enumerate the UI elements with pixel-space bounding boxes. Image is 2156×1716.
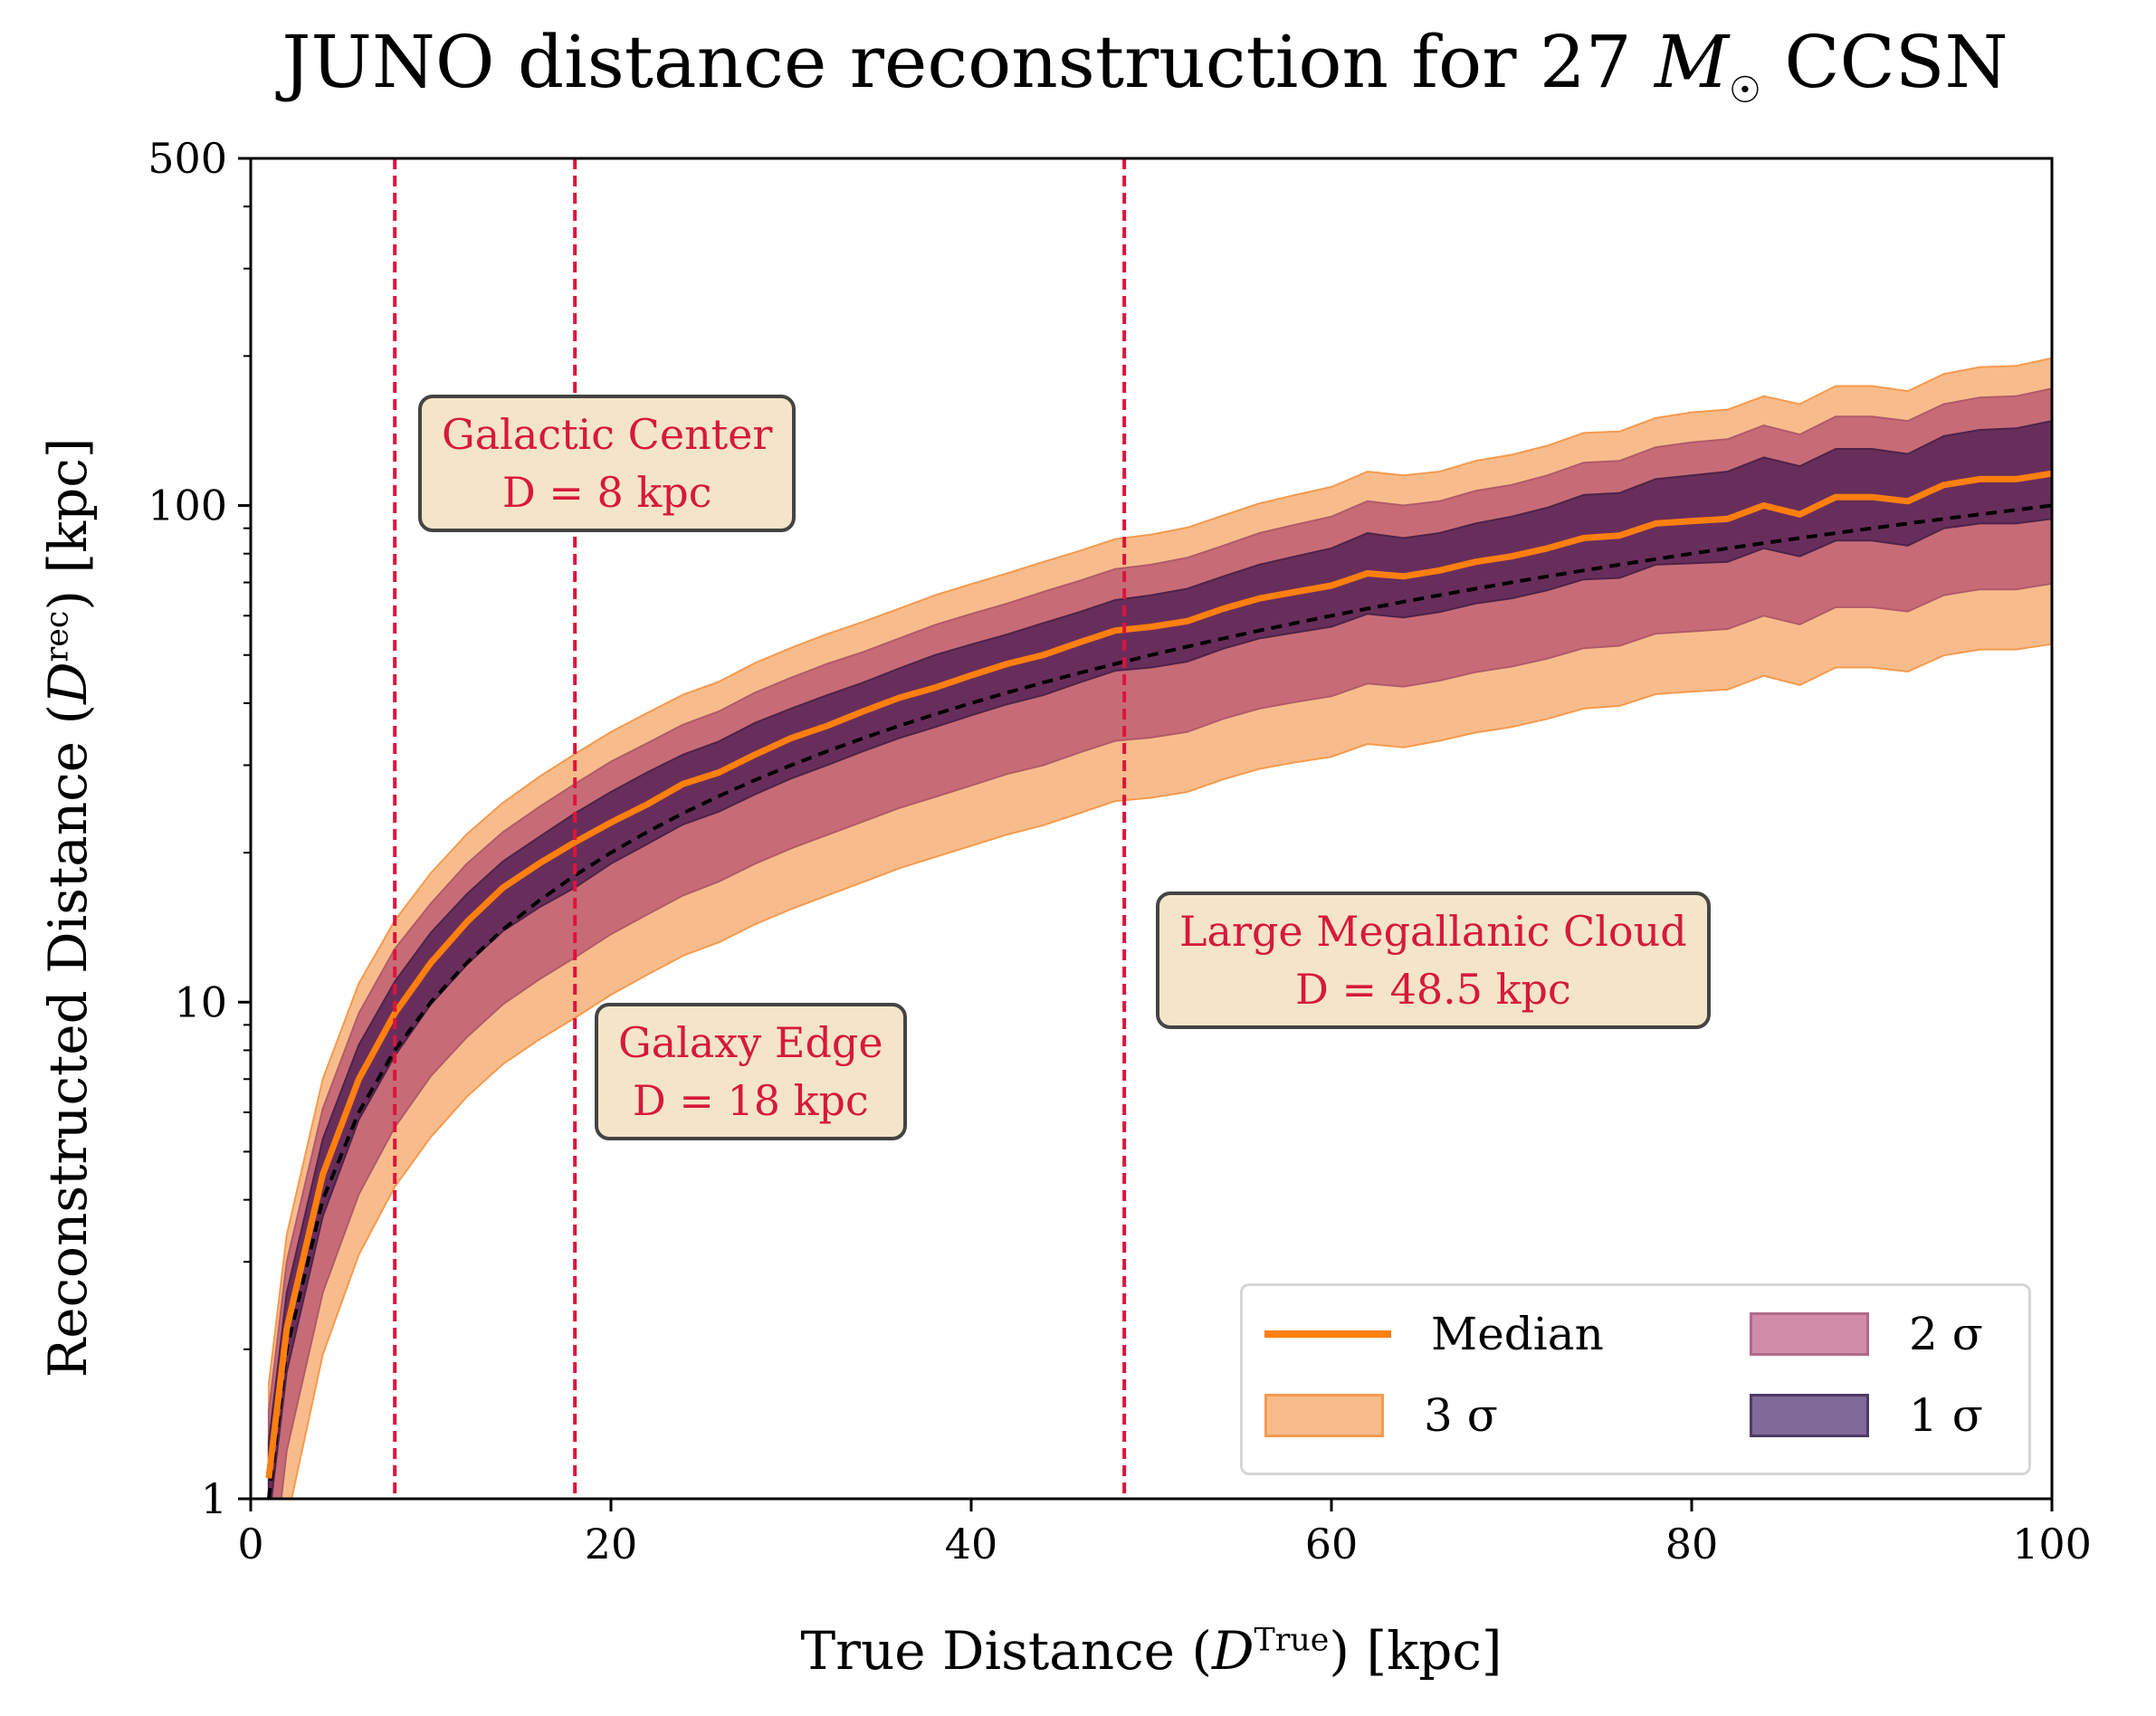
x-tick-label-2: 40 xyxy=(945,1520,998,1568)
y-tick-label-3: 500 xyxy=(148,134,227,183)
legend-item-3sigma: 3 σ xyxy=(1264,1389,1498,1442)
msun-symbol: M xyxy=(1655,20,1730,104)
legend-swatch-1sigma xyxy=(1750,1394,1869,1437)
y-axis-label: Reconstructed Distance (Drec) [kpc] xyxy=(37,437,99,1378)
legend-item-1sigma: 1 σ xyxy=(1750,1389,1983,1442)
legend-label-3sigma: 3 σ xyxy=(1424,1389,1498,1442)
plot-content xyxy=(265,158,2052,1499)
annotation-galactic-center-distance: D = 8 kpc xyxy=(501,468,712,517)
annotation-lmc-name: Large Megallanic Cloud xyxy=(1179,907,1687,956)
annotation-galaxy-edge-distance: D = 18 kpc xyxy=(632,1076,869,1125)
legend: Median 2 σ 3 σ 1 σ xyxy=(1240,1283,2031,1475)
annotation-galaxy-edge: Galaxy Edge D = 18 kpc xyxy=(595,1003,907,1140)
annotation-galactic-center: Galactic Center D = 8 kpc xyxy=(418,395,797,532)
annotation-galactic-center-name: Galactic Center xyxy=(442,410,773,459)
legend-label-median: Median xyxy=(1431,1308,1604,1360)
legend-label-2sigma: 2 σ xyxy=(1909,1308,1983,1360)
x-tick-label-4: 80 xyxy=(1665,1520,1719,1568)
legend-item-median: Median xyxy=(1264,1308,1604,1360)
x-tick-label-3: 60 xyxy=(1305,1520,1359,1568)
legend-swatch-2sigma xyxy=(1750,1312,1869,1356)
y-tick-label-2: 100 xyxy=(148,481,227,530)
legend-item-2sigma: 2 σ xyxy=(1750,1308,1983,1360)
legend-swatch-median xyxy=(1264,1330,1391,1338)
true-distance-line xyxy=(266,503,2052,1499)
x-tick-label-5: 100 xyxy=(2012,1520,2092,1568)
annotation-lmc: Large Megallanic Cloud D = 48.5 kpc xyxy=(1156,891,1711,1029)
y-tick-label-0: 1 xyxy=(201,1474,227,1523)
annotation-lmc-distance: D = 48.5 kpc xyxy=(1294,965,1571,1014)
legend-label-1sigma: 1 σ xyxy=(1909,1389,1983,1442)
x-axis-label: True Distance (DTrue) [kpc] xyxy=(800,1620,1503,1682)
chart-title: JUNO distance reconstruction for 27 M☉ C… xyxy=(281,20,2008,111)
axes-frame xyxy=(249,157,2054,1501)
annotation-galaxy-edge-name: Galaxy Edge xyxy=(618,1018,883,1067)
band-1sigma xyxy=(267,420,2052,1499)
x-tick-label-0: 0 xyxy=(237,1520,263,1568)
y-tick-label-1: 10 xyxy=(174,977,227,1026)
x-tick-label-1: 20 xyxy=(585,1520,638,1568)
median-line xyxy=(265,470,2052,1479)
legend-swatch-3sigma xyxy=(1264,1394,1384,1437)
